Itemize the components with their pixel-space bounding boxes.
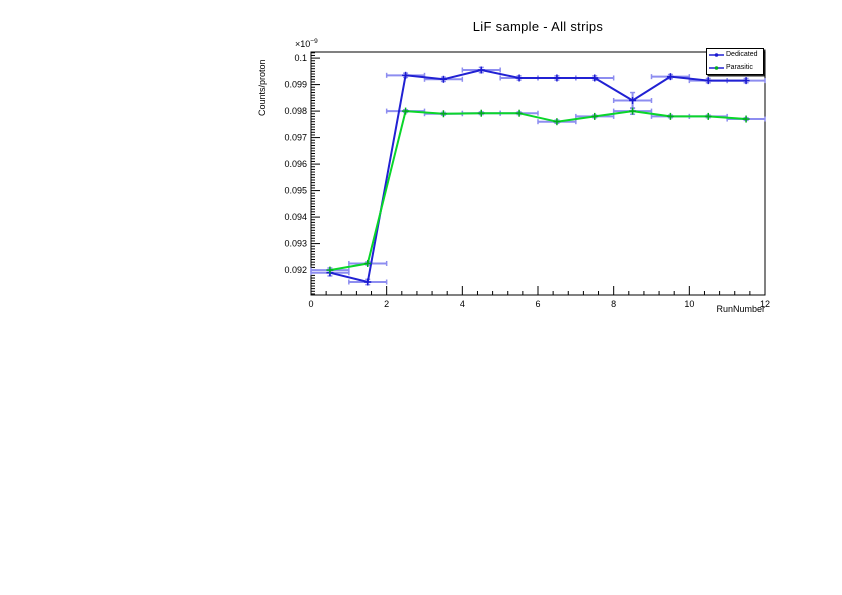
series-dedicated-errorbars (310, 66, 766, 286)
y-tick-label: 0.098 (284, 106, 307, 116)
legend-entry-parasitic: Parasitic (709, 62, 763, 74)
series-dedicated-markers (326, 66, 750, 286)
y-tick-label: 0.1 (294, 53, 307, 63)
x-tick-label: 12 (760, 299, 770, 309)
plot-frame (310, 51, 766, 296)
y-axis-exponent-base: ×10 (295, 39, 311, 49)
series-parasitic-line (329, 110, 747, 272)
y-tick-label: 0.094 (284, 212, 307, 222)
legend-label-parasitic: Parasitic (726, 63, 753, 71)
x-tick-label: 4 (460, 299, 465, 309)
x-tick-label: 2 (384, 299, 389, 309)
legend-glyph-dedicated (709, 53, 724, 58)
x-tick-label: 10 (684, 299, 694, 309)
y-axis-exponent: ×10−9 (295, 38, 318, 49)
legend-marker-dedicated (714, 53, 719, 58)
x-tick-label: 6 (535, 299, 540, 309)
x-axis: 0 2 4 6 8 10 12 (308, 286, 770, 309)
series-parasitic-markers (326, 107, 750, 274)
y-axis: 0.092 0.093 0.094 0.095 0.096 0.097 0.098 0.099… (284, 52, 320, 295)
y-tick-label: 0.096 (284, 159, 307, 169)
series-dedicated-line (329, 69, 747, 283)
y-tick-label: 0.093 (284, 239, 307, 249)
legend-label-dedicated: Dedicated (726, 51, 758, 59)
chart-title: LiF sample - All strips (472, 19, 604, 34)
legend-glyph-parasitic (709, 65, 724, 70)
y-tick-label: 0.095 (284, 186, 307, 196)
y-tick-label: 0.092 (284, 265, 307, 275)
y-tick-label: 0.099 (284, 80, 307, 90)
x-axis-title: RunNumber (716, 304, 765, 314)
y-tick-label: 0.097 (284, 133, 307, 143)
x-tick-label: 0 (308, 299, 313, 309)
y-axis-exponent-power: −9 (310, 38, 318, 45)
series-parasitic-errorbars (310, 107, 766, 273)
legend-marker-parasitic (714, 65, 719, 70)
legend-entry-dedicated: Dedicated (709, 49, 763, 61)
legend: Dedicated Parasitic (706, 48, 764, 75)
x-tick-label: 8 (611, 299, 616, 309)
